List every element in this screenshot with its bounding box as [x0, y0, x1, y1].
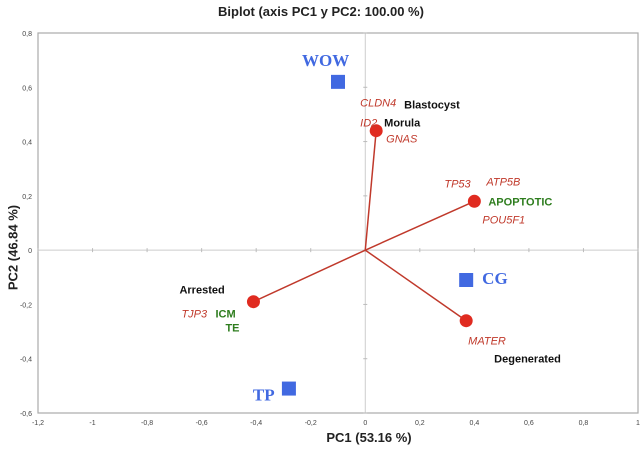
x-tick-label: 0,4 — [469, 420, 479, 427]
x-tick-label: 0,2 — [415, 420, 425, 427]
chart-title: Biplot (axis PC1 y PC2: 100.00 %) — [218, 4, 424, 19]
x-tick-label: -0,4 — [250, 420, 262, 427]
variable-label: Degenerated — [494, 354, 561, 366]
y-tick-label: 0,4 — [22, 140, 32, 147]
observation-point — [331, 74, 345, 89]
variable-point — [246, 295, 260, 309]
variable-vector — [364, 200, 475, 251]
y-tick-label: 0,6 — [22, 85, 32, 92]
variable-vector — [364, 249, 467, 322]
y-tick-label: -0,4 — [20, 357, 32, 364]
x-tick-label: 0,6 — [524, 420, 534, 427]
variable-label: Morula — [384, 118, 421, 130]
x-tick-label: 0 — [363, 420, 367, 427]
variable-label: Arrested — [179, 285, 224, 297]
x-axis-label: PC1 (53.16 %) — [326, 430, 412, 445]
x-tick-label: -0,6 — [196, 420, 208, 427]
y-tick-label: -0,2 — [20, 302, 32, 309]
variable-label: ICM — [215, 309, 235, 321]
variable-label: TE — [225, 323, 239, 335]
observation-label: CG — [482, 269, 508, 288]
plot-frame — [37, 32, 639, 414]
x-tick-label: 0,8 — [579, 420, 589, 427]
y-tick-label: -0,6 — [20, 411, 32, 418]
variable-label: TP53 — [444, 178, 471, 190]
variable-point — [459, 314, 473, 328]
variable-label: MATER — [468, 336, 506, 348]
variable-label: APOPTOTIC — [488, 196, 552, 208]
variable-vector — [253, 249, 366, 303]
observation-point — [281, 381, 296, 396]
x-tick-label: -1,2 — [32, 420, 44, 427]
variable-label: GNAS — [386, 134, 418, 146]
variable-label: ATP5B — [485, 176, 520, 188]
x-tick-label: -0,2 — [305, 420, 317, 427]
variable-label: TJP3 — [181, 309, 208, 321]
x-tick-label: -1 — [89, 420, 95, 427]
variable-label: ID2 — [360, 118, 377, 130]
observation-point — [459, 273, 474, 287]
variable-label: CLDN4 — [360, 98, 396, 110]
observation-label: TP — [253, 386, 275, 405]
y-tick-label: 0,8 — [22, 31, 32, 38]
y-tick-label: 0 — [28, 248, 32, 255]
y-tick-label: 0,2 — [22, 194, 32, 201]
variable-label: POU5F1 — [482, 214, 525, 226]
variable-point — [467, 194, 481, 208]
x-tick-label: -0,8 — [141, 420, 153, 427]
observation-label: WOW — [302, 51, 349, 70]
x-tick-label: 1 — [636, 420, 640, 427]
variable-vector — [364, 130, 377, 251]
variable-point — [369, 124, 383, 138]
variable-label: Blastocyst — [404, 100, 460, 112]
